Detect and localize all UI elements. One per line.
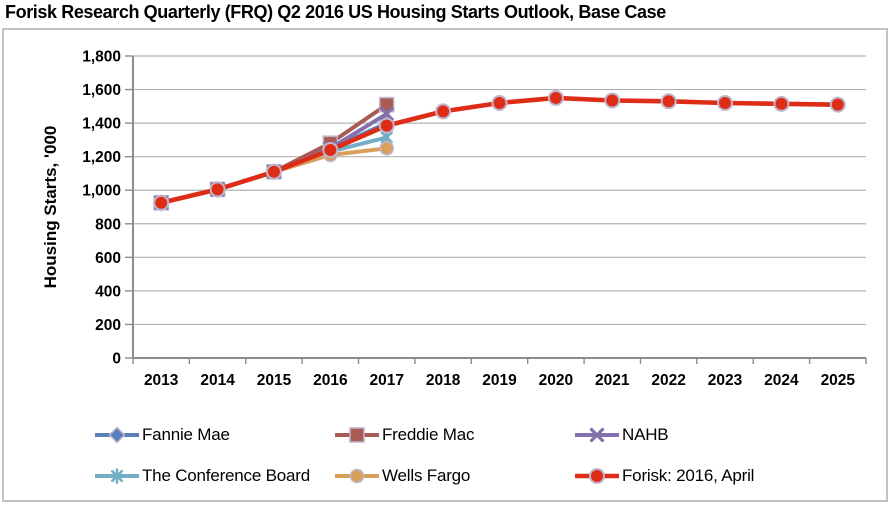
x-tick-label: 2017 [369, 372, 403, 389]
legend-marker-fannie-mae [95, 426, 139, 444]
x-tick-label: 2022 [651, 372, 685, 389]
chart-title: Forisk Research Quarterly (FRQ) Q2 2016 … [5, 2, 666, 22]
y-tick-label: 1,000 [82, 183, 121, 200]
legend-item-fannie-mae: Fannie Mae [95, 422, 230, 448]
legend-marker-nahb [575, 427, 619, 443]
y-tick-label: 800 [95, 216, 121, 233]
legend-item-wells-fargo: Wells Fargo [335, 463, 470, 489]
y-tick-label: 0 [112, 351, 121, 368]
gridlines [133, 55, 866, 326]
legend-label-freddie-mac: Freddie Mac [382, 425, 475, 444]
legend-item-the-conference-board: The Conference Board [95, 463, 310, 489]
x-tick-label: 2020 [539, 372, 573, 389]
y-tick-label: 400 [95, 283, 121, 300]
x-tick-label: 2023 [708, 372, 743, 389]
legend-marker-wells-fargo [335, 468, 379, 484]
y-tick-label: 600 [95, 250, 121, 267]
series-forisk-2016-april [153, 89, 846, 211]
legend-item-nahb: NAHB [575, 422, 669, 448]
legend-marker-forisk-2016-april [575, 468, 619, 484]
x-tick-label: 2016 [313, 372, 348, 389]
y-tick-label: 1,800 [82, 49, 121, 66]
x-tick-label: 2019 [482, 372, 517, 389]
legend-marker-freddie-mac [335, 427, 379, 443]
y-axis-title: Housing Starts, '000 [41, 126, 60, 289]
legend-label-fannie-mae: Fannie Mae [142, 425, 230, 444]
legend-marker-the-conference-board [95, 468, 139, 484]
legend-item-freddie-mac: Freddie Mac [335, 422, 474, 448]
x-tick-label: 2014 [200, 372, 235, 389]
legend-label-wells-fargo: Wells Fargo [382, 466, 471, 485]
y-tick-label: 1,600 [82, 82, 121, 99]
legend-label-nahb: NAHB [622, 425, 669, 444]
legend-label-forisk-2016-april: Forisk: 2016, April [622, 466, 755, 485]
axes: 0 200 400 600 800 1,000 1,200 1,400 1,600 1,800 20… [82, 49, 867, 389]
x-tick-label: 2024 [764, 372, 799, 389]
x-tick-label: 2015 [257, 372, 292, 389]
y-tick-label: 1,200 [82, 149, 121, 166]
plot-svg: 0 200 400 600 800 1,000 1,200 1,400 1,600 1,800 20… [41, 49, 867, 389]
legend-item-forisk-2016-april: Forisk: 2016, April [575, 463, 754, 489]
x-tick-label: 2013 [144, 372, 179, 389]
series-line-forisk-2016-april [158, 95, 841, 206]
x-tick-label: 2021 [595, 372, 630, 389]
x-tick-label: 2025 [821, 372, 856, 389]
x-tick-label: 2018 [426, 372, 461, 389]
y-tick-label: 200 [95, 317, 121, 334]
legend-label-the-conference-board: The Conference Board [142, 466, 310, 485]
chart-area: 0 200 400 600 800 1,000 1,200 1,400 1,600 1,800 20… [2, 28, 888, 502]
y-tick-label: 1,400 [82, 116, 121, 133]
